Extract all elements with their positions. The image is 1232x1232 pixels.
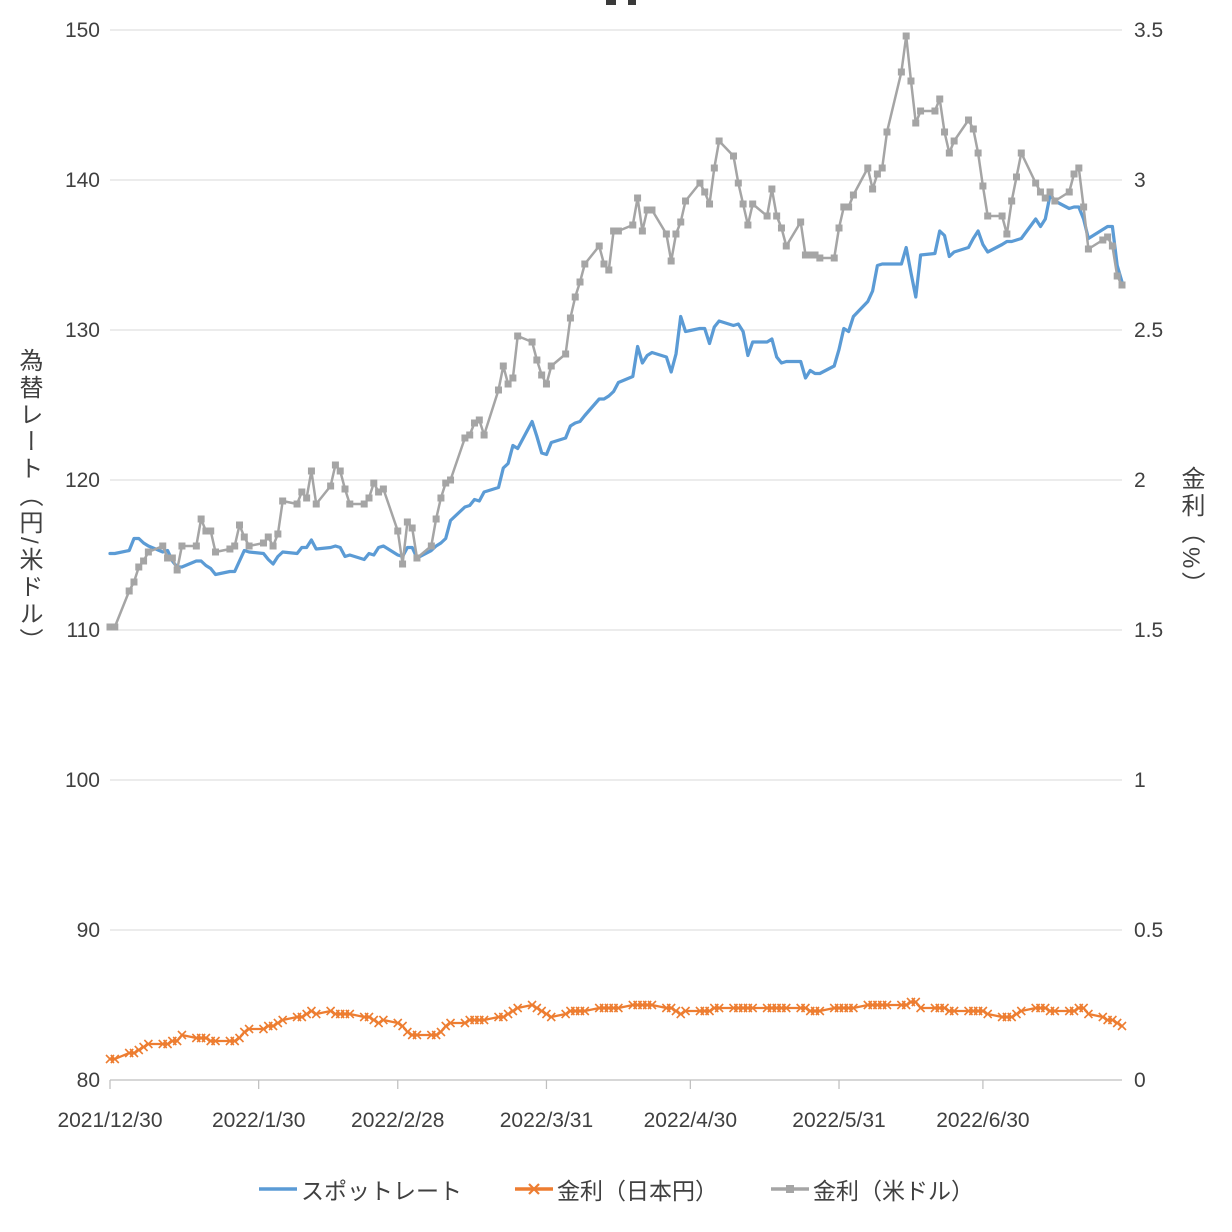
legend-item-jpy-rate: 金利（日本円） [514, 1172, 718, 1206]
svg-text:3.5: 3.5 [1134, 19, 1163, 42]
cropped-title-mark [628, 0, 636, 5]
svg-text:90: 90 [77, 919, 100, 942]
legend-item-usd-rate: 金利（米ドル） [770, 1172, 974, 1206]
left-axis-title: 為替レート（円/米ドル） [15, 348, 42, 655]
svg-text:100: 100 [65, 769, 100, 792]
svg-text:2021/12/30: 2021/12/30 [57, 1109, 162, 1132]
svg-text:120: 120 [65, 469, 100, 492]
svg-text:1.5: 1.5 [1134, 619, 1163, 642]
chart-legend: スポットレート 金利（日本円） 金利（米ドル） [0, 1172, 1232, 1206]
svg-text:80: 80 [77, 1069, 100, 1092]
svg-text:3: 3 [1134, 169, 1146, 192]
legend-label-spot-rate: スポットレート [301, 1178, 462, 1204]
svg-text:130: 130 [65, 319, 100, 342]
svg-text:1: 1 [1134, 769, 1146, 792]
svg-text:2022/5/31: 2022/5/31 [792, 1109, 885, 1132]
cropped-title-mark [606, 0, 616, 5]
svg-text:2: 2 [1134, 469, 1146, 492]
svg-text:2022/4/30: 2022/4/30 [644, 1109, 737, 1132]
right-axis-title: 金利（%） [1177, 466, 1204, 599]
svg-text:2022/2/28: 2022/2/28 [351, 1109, 444, 1132]
svg-text:150: 150 [65, 19, 100, 42]
svg-text:2022/1/30: 2022/1/30 [212, 1109, 305, 1132]
jpy-rate-line-swatch-icon [515, 1183, 553, 1195]
svg-text:110: 110 [67, 619, 100, 642]
svg-text:140: 140 [65, 169, 100, 192]
usd-rate-line-swatch-icon [771, 1185, 809, 1193]
svg-text:2.5: 2.5 [1134, 319, 1163, 342]
legend-label-usd-rate: 金利（米ドル） [813, 1178, 974, 1204]
svg-text:0: 0 [1134, 1069, 1146, 1092]
svg-text:0.5: 0.5 [1134, 919, 1163, 942]
cropped-title-fragment [604, 0, 644, 5]
svg-text:2022/6/30: 2022/6/30 [936, 1109, 1029, 1132]
legend-label-jpy-rate: 金利（日本円） [557, 1178, 718, 1204]
svg-text:2022/3/31: 2022/3/31 [500, 1109, 593, 1132]
legend-item-spot-rate: スポットレート [258, 1172, 462, 1206]
spot-rate-line-swatch-icon [259, 1187, 297, 1191]
